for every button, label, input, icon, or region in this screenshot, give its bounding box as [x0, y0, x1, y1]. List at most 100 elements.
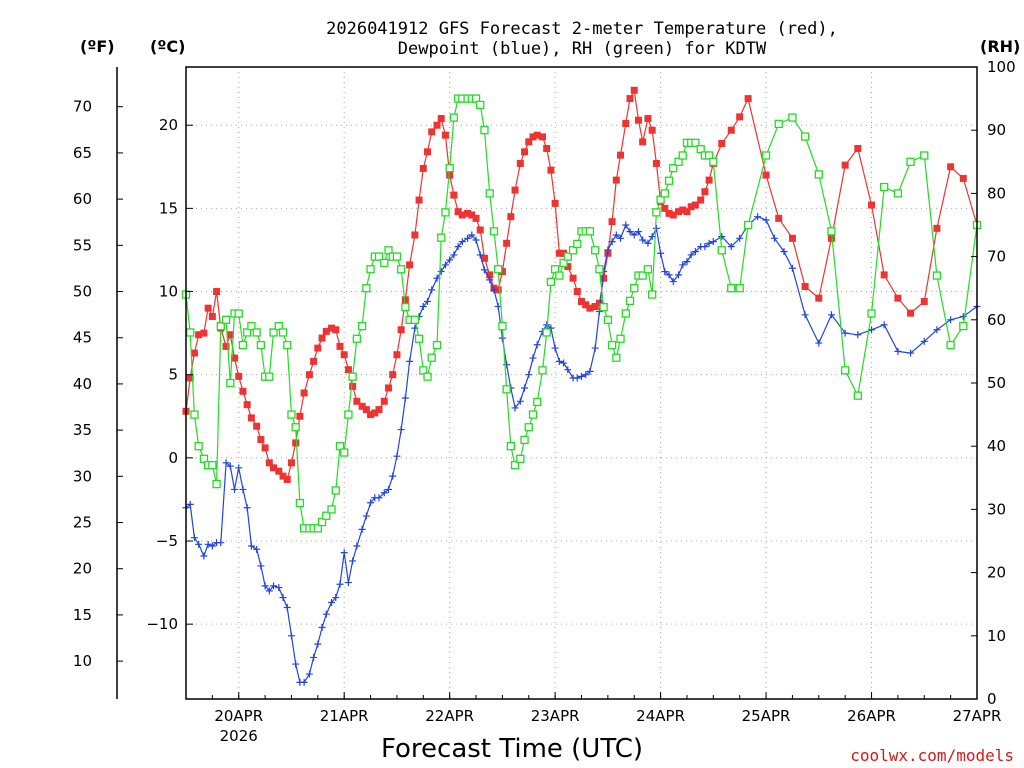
rh-marker: [243, 328, 252, 337]
rh-marker: [212, 479, 221, 489]
dewpoint-marker: [634, 228, 642, 236]
dewpoint-marker: [208, 542, 216, 550]
dewpoint-marker: [551, 344, 559, 352]
dewpoint-marker: [754, 213, 762, 221]
rh-marker: [238, 340, 248, 350]
dewpoint-marker: [665, 271, 673, 279]
temp-marker: [560, 249, 568, 257]
rh-marker: [494, 265, 503, 274]
dewpoint-marker: [617, 234, 625, 242]
rh-tick-label: 70: [987, 248, 1006, 266]
dewpoint-marker: [503, 361, 511, 369]
rh-marker: [638, 271, 647, 280]
rh-marker: [568, 246, 578, 255]
temp-marker: [591, 302, 599, 310]
dewpoint-marker: [591, 344, 599, 352]
temp-marker: [265, 459, 273, 467]
rh-marker: [709, 157, 718, 166]
x-tick-label: 20APR: [214, 707, 263, 725]
temp-marker: [679, 206, 687, 214]
temp-marker: [401, 296, 409, 304]
dewpoint-marker: [533, 341, 541, 349]
temp-marker: [762, 171, 770, 179]
temp-marker: [283, 475, 291, 483]
rh-marker: [401, 303, 410, 312]
dewpoint-marker: [428, 286, 436, 294]
dewpoint-marker: [521, 384, 529, 392]
temp-marker: [292, 439, 300, 447]
dewpoint-marker: [397, 426, 405, 434]
rh-tick-label: 60: [987, 311, 1006, 329]
c-tick-label: −5: [156, 532, 178, 550]
rh-marker: [656, 195, 665, 204]
temp-marker: [226, 331, 234, 339]
temp-marker: [533, 131, 541, 139]
dewpoint-marker: [314, 640, 322, 648]
rh-marker: [265, 372, 274, 381]
c-tick-label: 15: [159, 199, 178, 217]
temp-marker: [868, 201, 876, 209]
dewpoint-marker: [652, 224, 660, 232]
rh-marker: [432, 340, 442, 350]
rh-tick-label: 30: [987, 500, 1006, 518]
dewpoint-marker: [353, 542, 361, 550]
c-tick-label: 10: [159, 283, 178, 301]
rh-marker: [630, 284, 639, 293]
rh-marker: [643, 265, 653, 274]
rh-marker: [445, 163, 454, 173]
dewpoint-marker: [639, 236, 647, 244]
dewpoint-marker: [287, 632, 295, 640]
temp-marker: [648, 126, 656, 134]
dewpoint-marker: [322, 610, 330, 618]
dewpoint-marker: [525, 371, 533, 379]
rh-marker: [555, 271, 564, 280]
dewpoint-marker: [691, 248, 699, 256]
rh-marker: [648, 290, 657, 299]
temp-marker: [543, 144, 551, 152]
rh-marker: [678, 151, 687, 160]
f-tick-label: 10: [73, 652, 92, 670]
temp-marker: [498, 268, 506, 276]
rh-marker: [322, 511, 331, 520]
temp-marker: [894, 294, 902, 302]
temp-marker: [486, 271, 494, 279]
rh-marker: [384, 246, 393, 255]
temp-marker: [243, 401, 251, 409]
dewpoint-marker: [604, 246, 612, 254]
x-tick-label: 22APR: [425, 707, 474, 725]
dewpoint-marker: [328, 599, 336, 607]
temp-marker: [525, 138, 533, 146]
dewpoint-marker: [305, 670, 313, 678]
temp-marker: [415, 196, 423, 204]
dewpoint-marker: [573, 374, 581, 382]
temp-marker: [675, 208, 683, 216]
temp-marker: [344, 366, 352, 374]
rh-marker: [362, 284, 371, 293]
rh-marker: [190, 410, 199, 419]
rh-tick-label: 0: [987, 690, 997, 708]
temp-marker: [367, 411, 375, 419]
temp-marker: [208, 312, 216, 320]
temp-marker: [349, 382, 357, 390]
chart-title-line1: 2026041912 GFS Forecast 2-meter Temperat…: [326, 19, 838, 39]
temp-marker: [630, 86, 638, 94]
rh-marker: [480, 126, 489, 135]
rh-marker: [208, 461, 217, 470]
rh-tick-label: 20: [987, 564, 1006, 582]
temp-marker: [661, 204, 669, 212]
temp-marker: [718, 140, 726, 148]
rh-marker: [524, 423, 533, 432]
f-tick-label: 45: [73, 329, 92, 347]
rh-marker: [932, 271, 942, 280]
dewpoint-marker: [644, 239, 652, 247]
dewpoint-marker: [384, 485, 392, 493]
dewpoint-marker: [736, 234, 744, 242]
temp-marker: [586, 304, 594, 312]
temp-marker: [555, 249, 563, 257]
series-temperature: [182, 86, 981, 483]
dewpoint-marker: [490, 286, 498, 294]
temp-marker: [424, 148, 432, 156]
rh-marker: [573, 239, 582, 249]
series-rh: [181, 94, 982, 533]
dewpoint-marker: [270, 582, 278, 590]
